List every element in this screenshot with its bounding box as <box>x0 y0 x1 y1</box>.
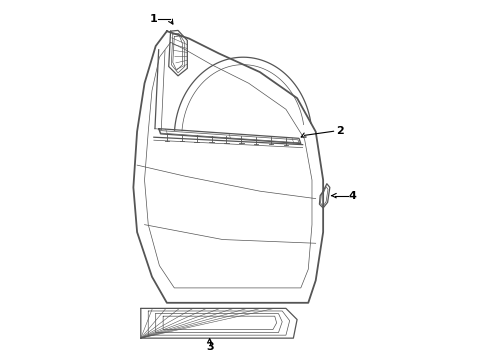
Text: 3: 3 <box>206 342 214 352</box>
Text: 4: 4 <box>349 191 357 201</box>
Text: 1: 1 <box>150 14 158 24</box>
Text: 2: 2 <box>336 126 344 136</box>
